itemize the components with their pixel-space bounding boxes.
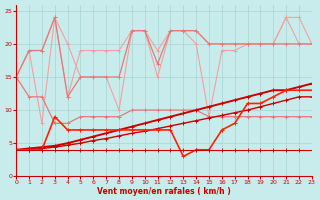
X-axis label: Vent moyen/en rafales ( km/h ): Vent moyen/en rafales ( km/h ): [97, 187, 231, 196]
